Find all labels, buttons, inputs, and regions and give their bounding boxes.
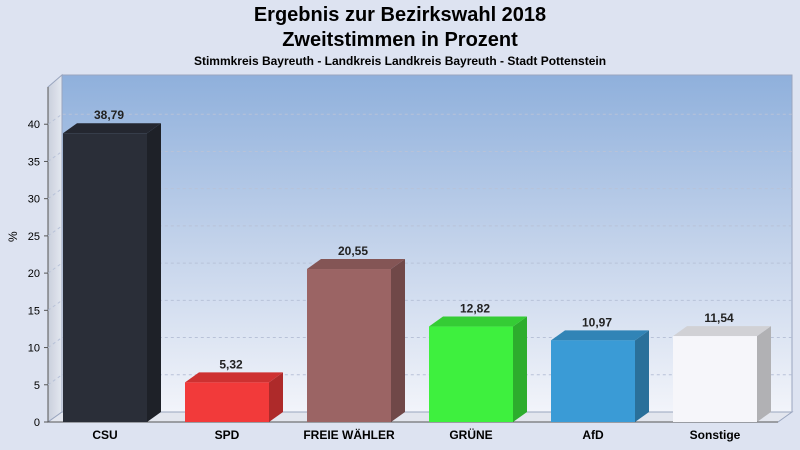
bar-side [147,123,161,422]
bar-top [551,330,649,341]
bar [551,340,635,422]
bar-top [307,259,405,270]
chart-subtitle: Zweitstimmen in Prozent [282,29,518,51]
bar-value-label: 10,97 [582,315,612,329]
chart-title: Ergebnis zur Bezirkswahl 2018 [253,4,547,26]
bar-value-label: 12,82 [460,302,490,316]
bar-side [513,316,527,422]
x-tick-label: GRÜNE [449,427,492,442]
bar [63,133,147,423]
chart-caption: Stimmkreis Bayreuth - Landkreis Landkrei… [193,54,607,68]
bar-value-label: 20,55 [338,244,368,258]
y-tick-label: 15 [28,305,40,317]
x-tick-label: Sonstige [690,428,741,442]
y-tick-label: 0 [34,417,40,429]
bar-side [391,259,405,422]
x-tick-label: AfD [582,428,604,442]
y-tick-label: 20 [28,268,40,280]
y-tick-label: 30 [28,194,40,206]
x-tick-label: CSU [92,428,117,442]
plot-left-wall [47,73,63,423]
bar [185,382,269,422]
bar-value-label: 38,79 [94,108,124,122]
bar-value-label: 5,32 [219,357,243,371]
bar-side [757,326,771,422]
y-tick-label: 5 [34,380,40,392]
x-tick-label: SPD [215,428,240,442]
bar [307,269,391,422]
x-tick-label: FREIE WÄHLER [303,427,395,442]
y-tick-label: 25 [28,231,40,243]
y-tick-label: 40 [28,119,40,131]
bar-top [673,326,771,337]
bar-side [635,330,649,422]
bar-side [269,372,283,422]
bar-value-label: 11,54 [704,311,734,325]
bar-top [63,123,161,134]
bar-top [185,372,283,383]
y-tick-label: 35 [28,156,40,168]
bar [429,326,513,422]
bar-top [429,316,527,327]
plot-background [61,74,793,413]
y-tick-label: 10 [28,343,40,355]
bar [673,336,757,422]
